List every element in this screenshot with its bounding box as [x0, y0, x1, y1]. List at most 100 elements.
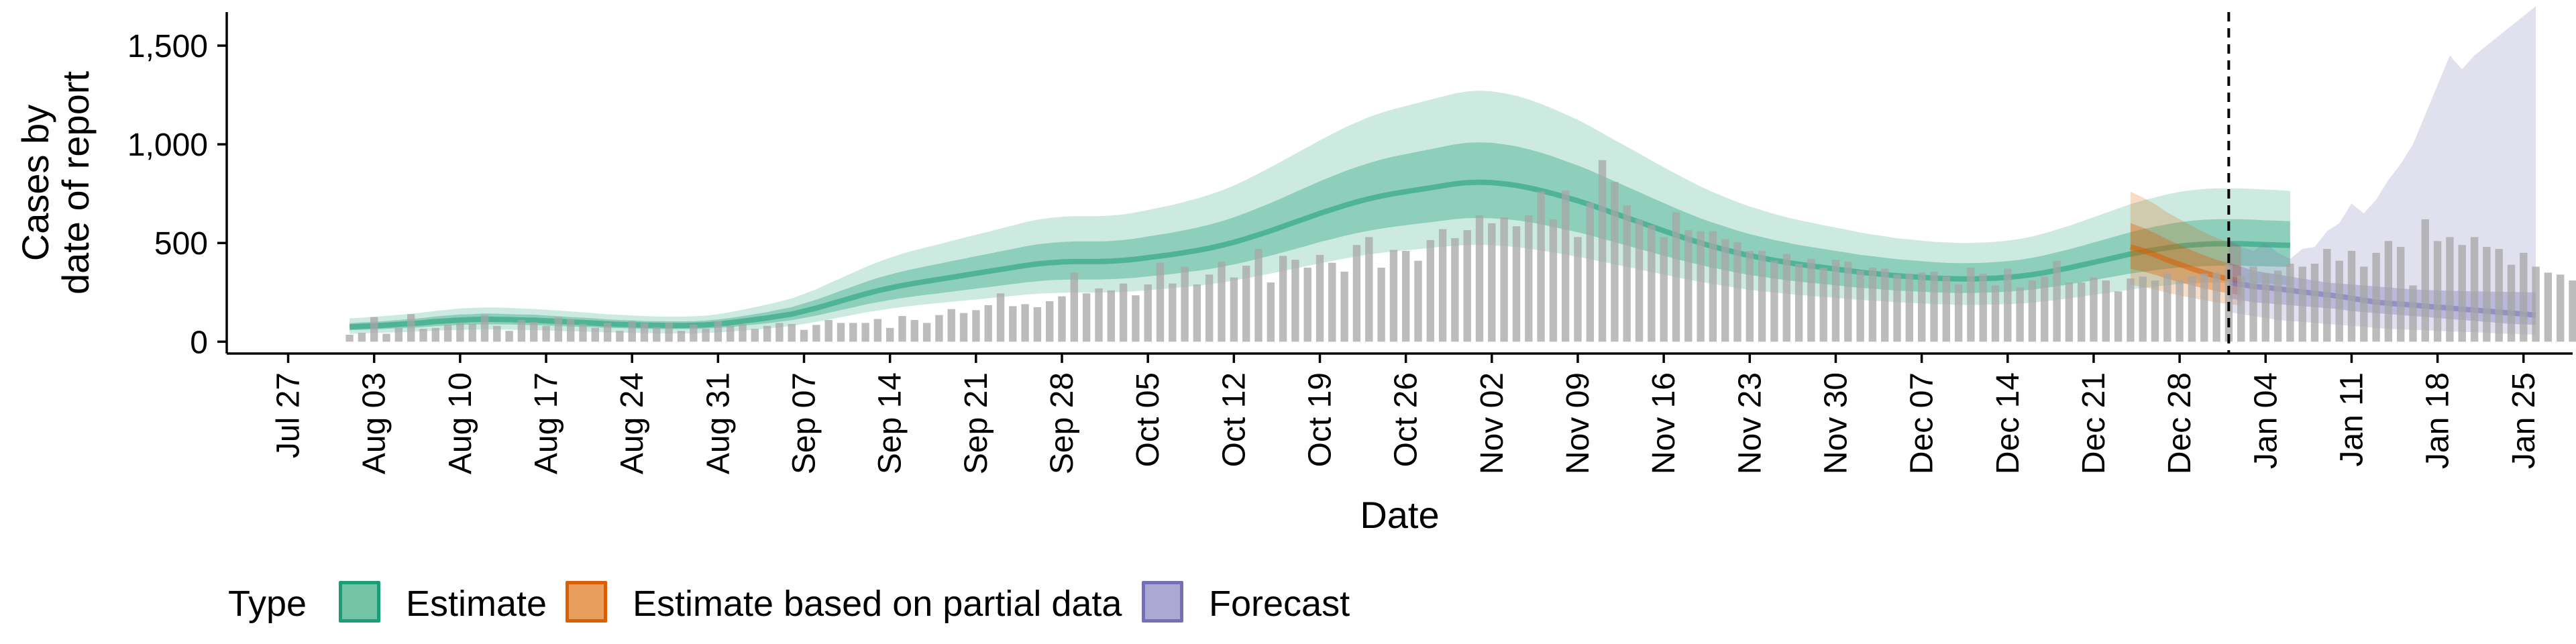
observed-bar: [2397, 247, 2405, 342]
observed-bar: [2028, 280, 2037, 342]
observed-bar: [1144, 284, 1152, 342]
observed-bar: [2188, 276, 2196, 342]
observed-bar: [1586, 202, 1594, 342]
observed-bar: [1831, 260, 1840, 342]
observed-bar: [1389, 250, 1398, 342]
observed-bar: [1697, 231, 1705, 342]
observed-bar: [2372, 252, 2380, 342]
observed-bar: [2532, 266, 2540, 342]
observed-bar: [1156, 262, 1165, 342]
observed-bar: [1807, 258, 1815, 342]
x-tick-label: Nov 30: [1819, 372, 1854, 474]
x-tick-label: Dec 14: [1990, 372, 2026, 474]
x-tick-label: Sep 28: [1044, 372, 1080, 474]
y-tick-label: 1,000: [127, 127, 208, 163]
observed-bar: [443, 325, 452, 342]
observed-bar: [1758, 251, 1766, 342]
observed-bar: [456, 323, 464, 342]
observed-bar: [1352, 245, 1361, 342]
observed-bar: [1868, 268, 1877, 342]
observed-bar: [2495, 249, 2503, 342]
observed-bar: [1672, 212, 1680, 342]
observed-bar: [567, 319, 575, 342]
observed-bar: [2458, 245, 2466, 342]
observed-bar: [1721, 239, 1729, 342]
observed-bar: [2569, 280, 2576, 342]
observed-bar: [1819, 268, 1827, 342]
observed-bar: [616, 331, 624, 342]
x-tick-label: Aug 10: [443, 372, 478, 474]
observed-bar: [1918, 272, 1926, 342]
observed-bar: [1254, 249, 1263, 342]
observed-bar: [1267, 282, 1275, 342]
observed-bar: [1230, 277, 1238, 342]
observed-bar: [922, 323, 931, 342]
observed-bar: [2446, 237, 2454, 342]
observed-bar: [2127, 278, 2135, 342]
observed-bar: [1193, 284, 1201, 342]
observed-bar: [1635, 219, 1644, 342]
observed-bar: [1954, 284, 1963, 342]
x-tick-label: Oct 12: [1216, 372, 1252, 467]
observed-bar: [1316, 254, 1324, 342]
x-tick-label: Sep 07: [787, 372, 822, 474]
observed-bar: [1782, 254, 1790, 342]
observed-bar: [653, 327, 661, 342]
observed-bar: [1463, 230, 1471, 342]
x-tick-label: Nov 23: [1732, 372, 1768, 474]
observed-bar: [1021, 304, 1029, 342]
x-tick-label: Aug 31: [700, 372, 736, 474]
observed-bar: [2544, 272, 2553, 342]
observed-bar: [1844, 262, 1852, 342]
observed-bar: [1770, 260, 1778, 342]
observed-bar: [1942, 276, 1950, 342]
observed-bar: [1095, 288, 1103, 342]
observed-bar: [1611, 182, 1619, 342]
observed-bar: [1930, 271, 1938, 342]
observed-bar: [739, 323, 747, 342]
observed-bar: [407, 314, 415, 342]
observed-bar: [1426, 239, 1434, 342]
observed-bar: [1402, 251, 1410, 342]
observed-bar: [898, 316, 906, 342]
observed-bar: [1242, 266, 1250, 342]
y-tick-label: 1,500: [127, 29, 208, 64]
observed-bar: [530, 321, 538, 342]
observed-bar: [1451, 237, 1459, 342]
observed-bar: [690, 325, 698, 342]
observed-bar: [431, 327, 439, 342]
median-estimate: [349, 179, 2291, 330]
observed-bar: [419, 329, 427, 342]
x-tick-label: Nov 09: [1560, 372, 1596, 474]
x-tick-label: Jan 25: [2506, 372, 2542, 469]
observed-bar: [702, 329, 710, 342]
observed-bar: [935, 315, 943, 342]
observed-bar: [1340, 271, 1348, 342]
observed-bar: [984, 305, 992, 342]
observed-bar: [2090, 277, 2098, 342]
observed-bar: [2016, 287, 2024, 342]
observed-bar: [345, 335, 354, 342]
x-tick-label: Jul 27: [271, 372, 307, 458]
observed-bar: [1033, 307, 1042, 342]
x-tick-label: Aug 03: [357, 372, 392, 474]
observed-bar: [2323, 249, 2331, 342]
observed-bar: [2004, 268, 2012, 342]
observed-bar: [2483, 247, 2491, 342]
observed-bar: [1794, 264, 1803, 342]
band-50-estimate: [350, 142, 2290, 331]
observed-bar: [2470, 237, 2479, 342]
observed-bar: [788, 323, 796, 342]
observed-bar: [677, 331, 686, 342]
observed-bar: [812, 325, 820, 342]
observed-bar: [370, 317, 378, 342]
x-tick-label: Dec 07: [1904, 372, 1940, 474]
observed-bar: [1979, 273, 1987, 342]
observed-bar: [1893, 274, 1901, 342]
observed-bar: [505, 331, 513, 342]
observed-bar: [714, 321, 722, 342]
x-tick-label: Dec 28: [2162, 372, 2198, 474]
observed-bar: [873, 319, 882, 342]
observed-bar: [1733, 241, 1741, 342]
